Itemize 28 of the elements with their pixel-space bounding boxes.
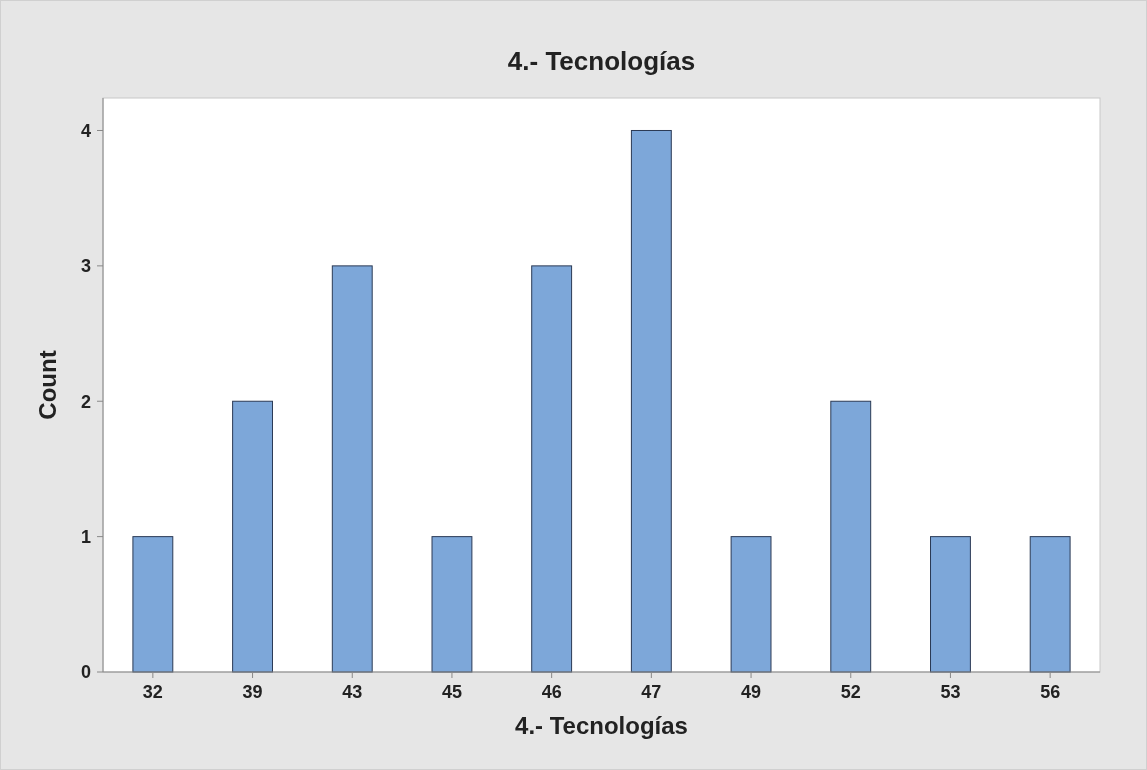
y-axis-title: Count — [34, 350, 61, 420]
x-tick-label: 46 — [541, 682, 562, 702]
x-tick-label: 47 — [641, 682, 662, 702]
x-tick-label: 56 — [1040, 682, 1061, 702]
x-tick-label: 39 — [242, 682, 263, 702]
bar — [531, 265, 573, 673]
x-tick-label: 45 — [441, 682, 462, 702]
bar — [431, 536, 473, 673]
x-tick-label: 43 — [342, 682, 363, 702]
x-tick-label: 32 — [142, 682, 163, 702]
x-tick-label: 49 — [741, 682, 762, 702]
bar — [630, 129, 672, 673]
bar — [730, 536, 772, 673]
bar — [232, 400, 273, 673]
y-tick-label: 3 — [80, 256, 91, 277]
y-tick-label: 4 — [80, 120, 91, 141]
x-tick-label: 52 — [840, 682, 861, 702]
chart-title: 4.- Tecnologías — [507, 46, 696, 76]
bar — [132, 536, 174, 673]
y-tick-label: 2 — [80, 391, 91, 412]
x-axis-title: 4.- Tecnologías — [515, 712, 688, 739]
bar — [1029, 536, 1071, 673]
x-tick-label: 53 — [940, 682, 961, 702]
bar — [930, 536, 971, 673]
y-tick-label: 0 — [80, 662, 91, 683]
bar — [331, 265, 373, 673]
bar — [830, 400, 872, 673]
y-tick-label: 1 — [80, 526, 91, 547]
